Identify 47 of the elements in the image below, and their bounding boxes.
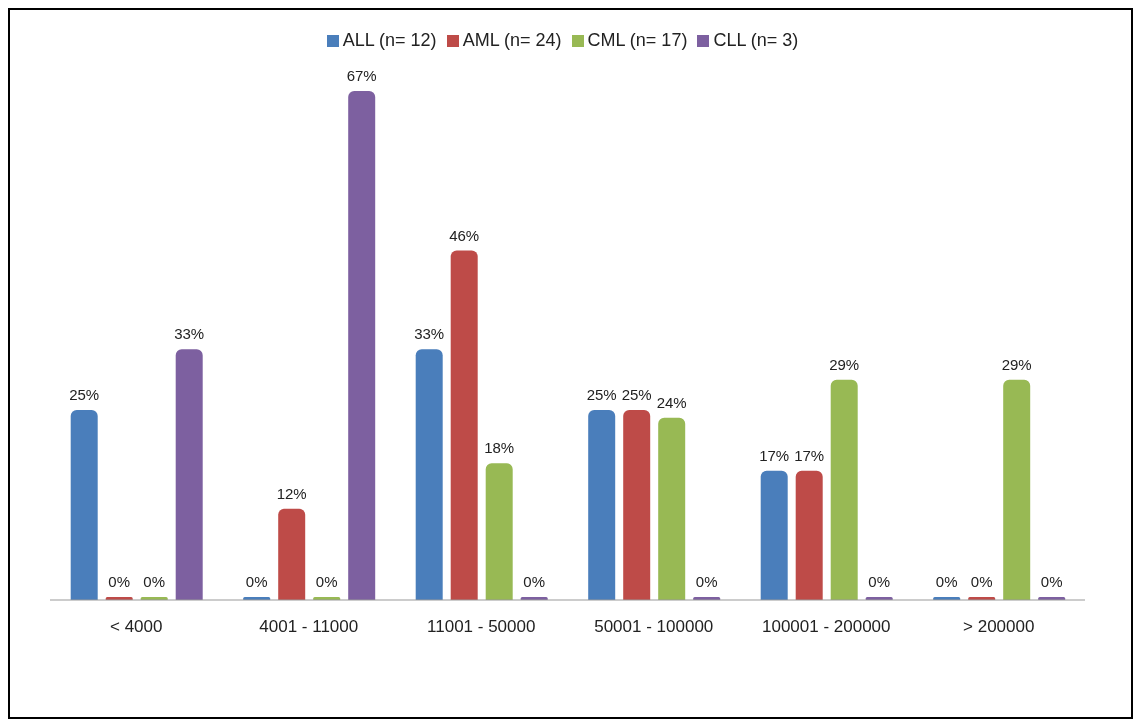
data-label: 12%	[276, 484, 307, 502]
bar	[830, 379, 858, 600]
bar	[278, 508, 306, 600]
legend-label: CLL (n= 3)	[713, 30, 799, 50]
data-label: 46%	[449, 226, 480, 244]
bar	[658, 417, 686, 600]
data-label: 0%	[868, 573, 891, 590]
bar	[795, 470, 823, 600]
x-tick-label: < 4000	[110, 617, 163, 637]
data-label: 33%	[174, 325, 205, 343]
data-label: 0%	[935, 573, 958, 590]
x-tick-label: 11001 - 50000	[427, 617, 536, 637]
data-label: 25%	[621, 386, 652, 404]
legend-label: CML (n= 17)	[587, 30, 688, 50]
data-label: 17%	[759, 446, 790, 464]
data-label: 0%	[245, 573, 268, 590]
bar	[623, 410, 651, 600]
data-label: 33%	[414, 325, 445, 343]
legend-label: AML (n= 24)	[462, 30, 562, 50]
x-tick-label: 100001 - 200000	[761, 617, 891, 637]
data-label: 0%	[523, 573, 546, 590]
data-label: 29%	[1001, 355, 1032, 373]
bar	[1003, 379, 1031, 600]
x-tick-label: 50001 - 100000	[594, 617, 714, 637]
data-label: 29%	[829, 355, 860, 373]
data-label: 18%	[484, 439, 515, 457]
data-label: 25%	[69, 386, 100, 404]
bar	[485, 463, 513, 600]
bar	[70, 410, 98, 600]
bar	[450, 250, 478, 600]
x-tick-label: > 200000	[963, 617, 1035, 637]
legend-label: ALL (n= 12)	[342, 30, 437, 50]
x-tick-label: 4001 - 11000	[259, 617, 359, 637]
data-label: 0%	[315, 573, 338, 590]
data-label: 0%	[143, 573, 166, 590]
data-label: 17%	[794, 446, 825, 464]
bar	[415, 349, 443, 600]
bar	[760, 470, 788, 600]
bar	[175, 349, 203, 600]
data-label: 0%	[970, 573, 993, 590]
data-label: 25%	[586, 386, 617, 404]
data-label: 0%	[695, 573, 718, 590]
bar	[588, 410, 616, 600]
data-label: 67%	[346, 67, 377, 84]
data-label: 0%	[1040, 573, 1063, 590]
data-label: 24%	[656, 393, 687, 411]
data-label: 0%	[108, 573, 131, 590]
